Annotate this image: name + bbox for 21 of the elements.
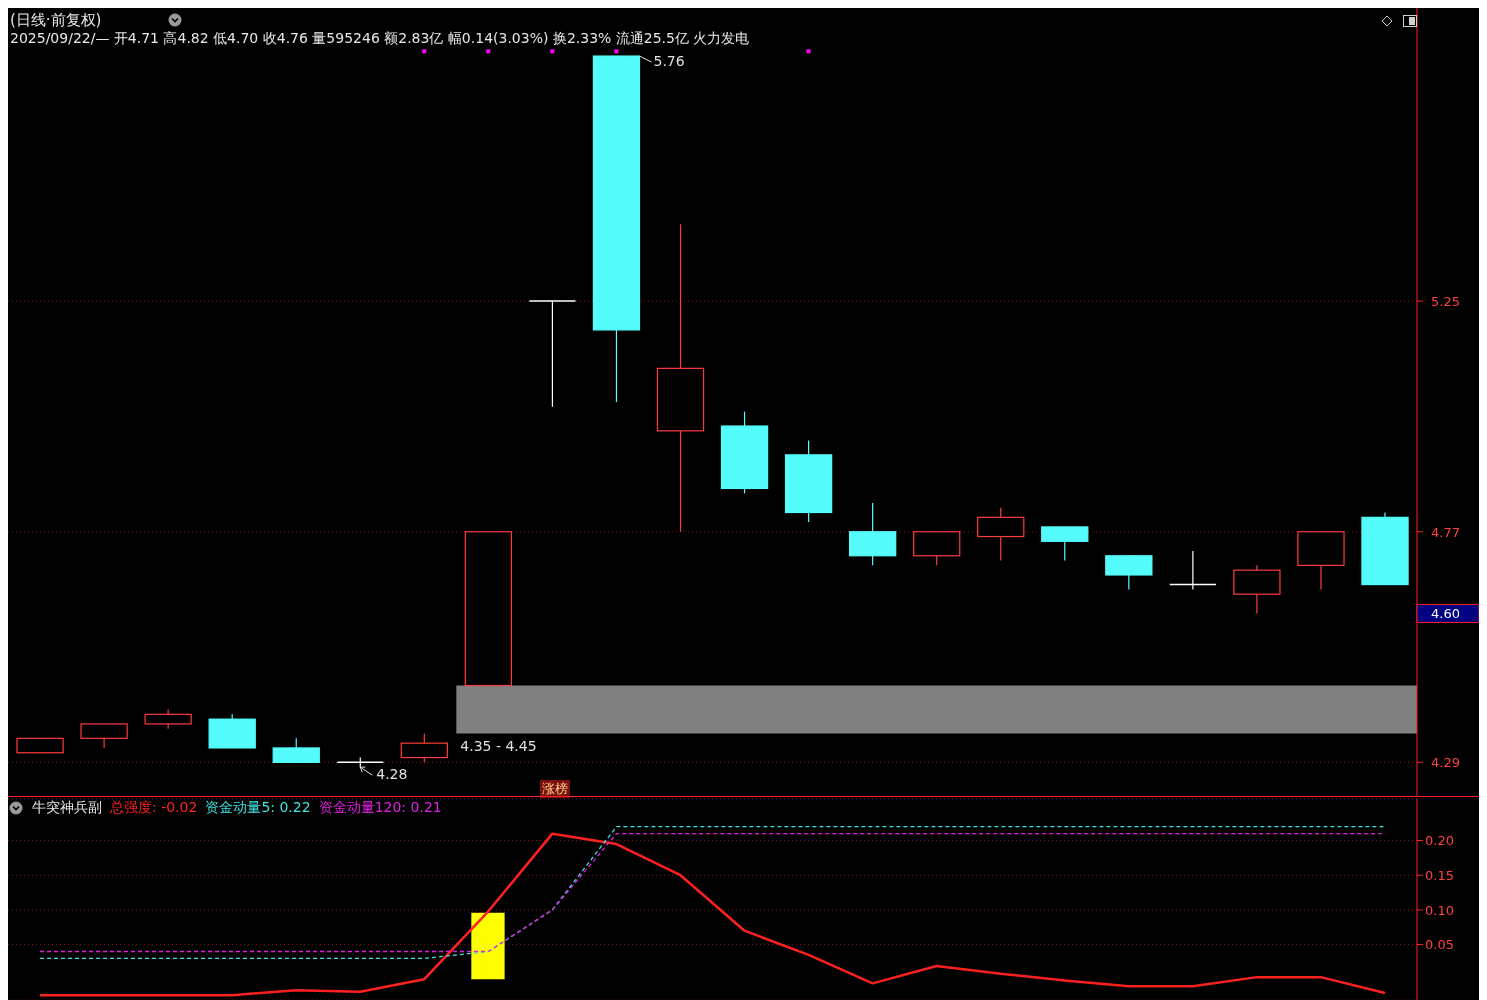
y-tick-label: 4.77 bbox=[1431, 524, 1460, 540]
candlestick bbox=[1169, 550, 1217, 590]
y-tick-label: 0.10 bbox=[1425, 902, 1454, 918]
y-tick-label: 5.25 bbox=[1431, 294, 1460, 310]
annotation: 4.28 bbox=[376, 766, 408, 783]
y-tick-label: 0.15 bbox=[1425, 867, 1454, 883]
y-tick-label: 0.20 bbox=[1425, 833, 1454, 849]
line-series bbox=[38, 832, 1387, 997]
annotation: 5.76 bbox=[653, 53, 685, 70]
band-label: 4.35 - 4.45 bbox=[460, 737, 537, 754]
y-tick-label: 4.60 bbox=[1431, 606, 1460, 622]
chart-title: (日线·前复权) bbox=[10, 11, 102, 30]
text: 资金动量5: 0.22 bbox=[205, 799, 311, 817]
text: 资金动量120: 0.21 bbox=[318, 799, 442, 817]
y-tick-label: 4.29 bbox=[1431, 755, 1460, 771]
chart-title: 牛突神兵副 bbox=[32, 799, 102, 817]
text: 总强度: -0.02 bbox=[110, 799, 198, 817]
candlestick bbox=[528, 300, 577, 408]
text: 2025/09/22/— 开4.71 高4.82 低4.70 收4.76 量595246 额2.83亿 幅0.14(3.03%) 换2.33% 流通25.5亿 火力发电 bbox=[10, 30, 750, 48]
annotation: 涨榜 bbox=[540, 780, 570, 798]
y-tick-label: 0.05 bbox=[1425, 937, 1454, 953]
